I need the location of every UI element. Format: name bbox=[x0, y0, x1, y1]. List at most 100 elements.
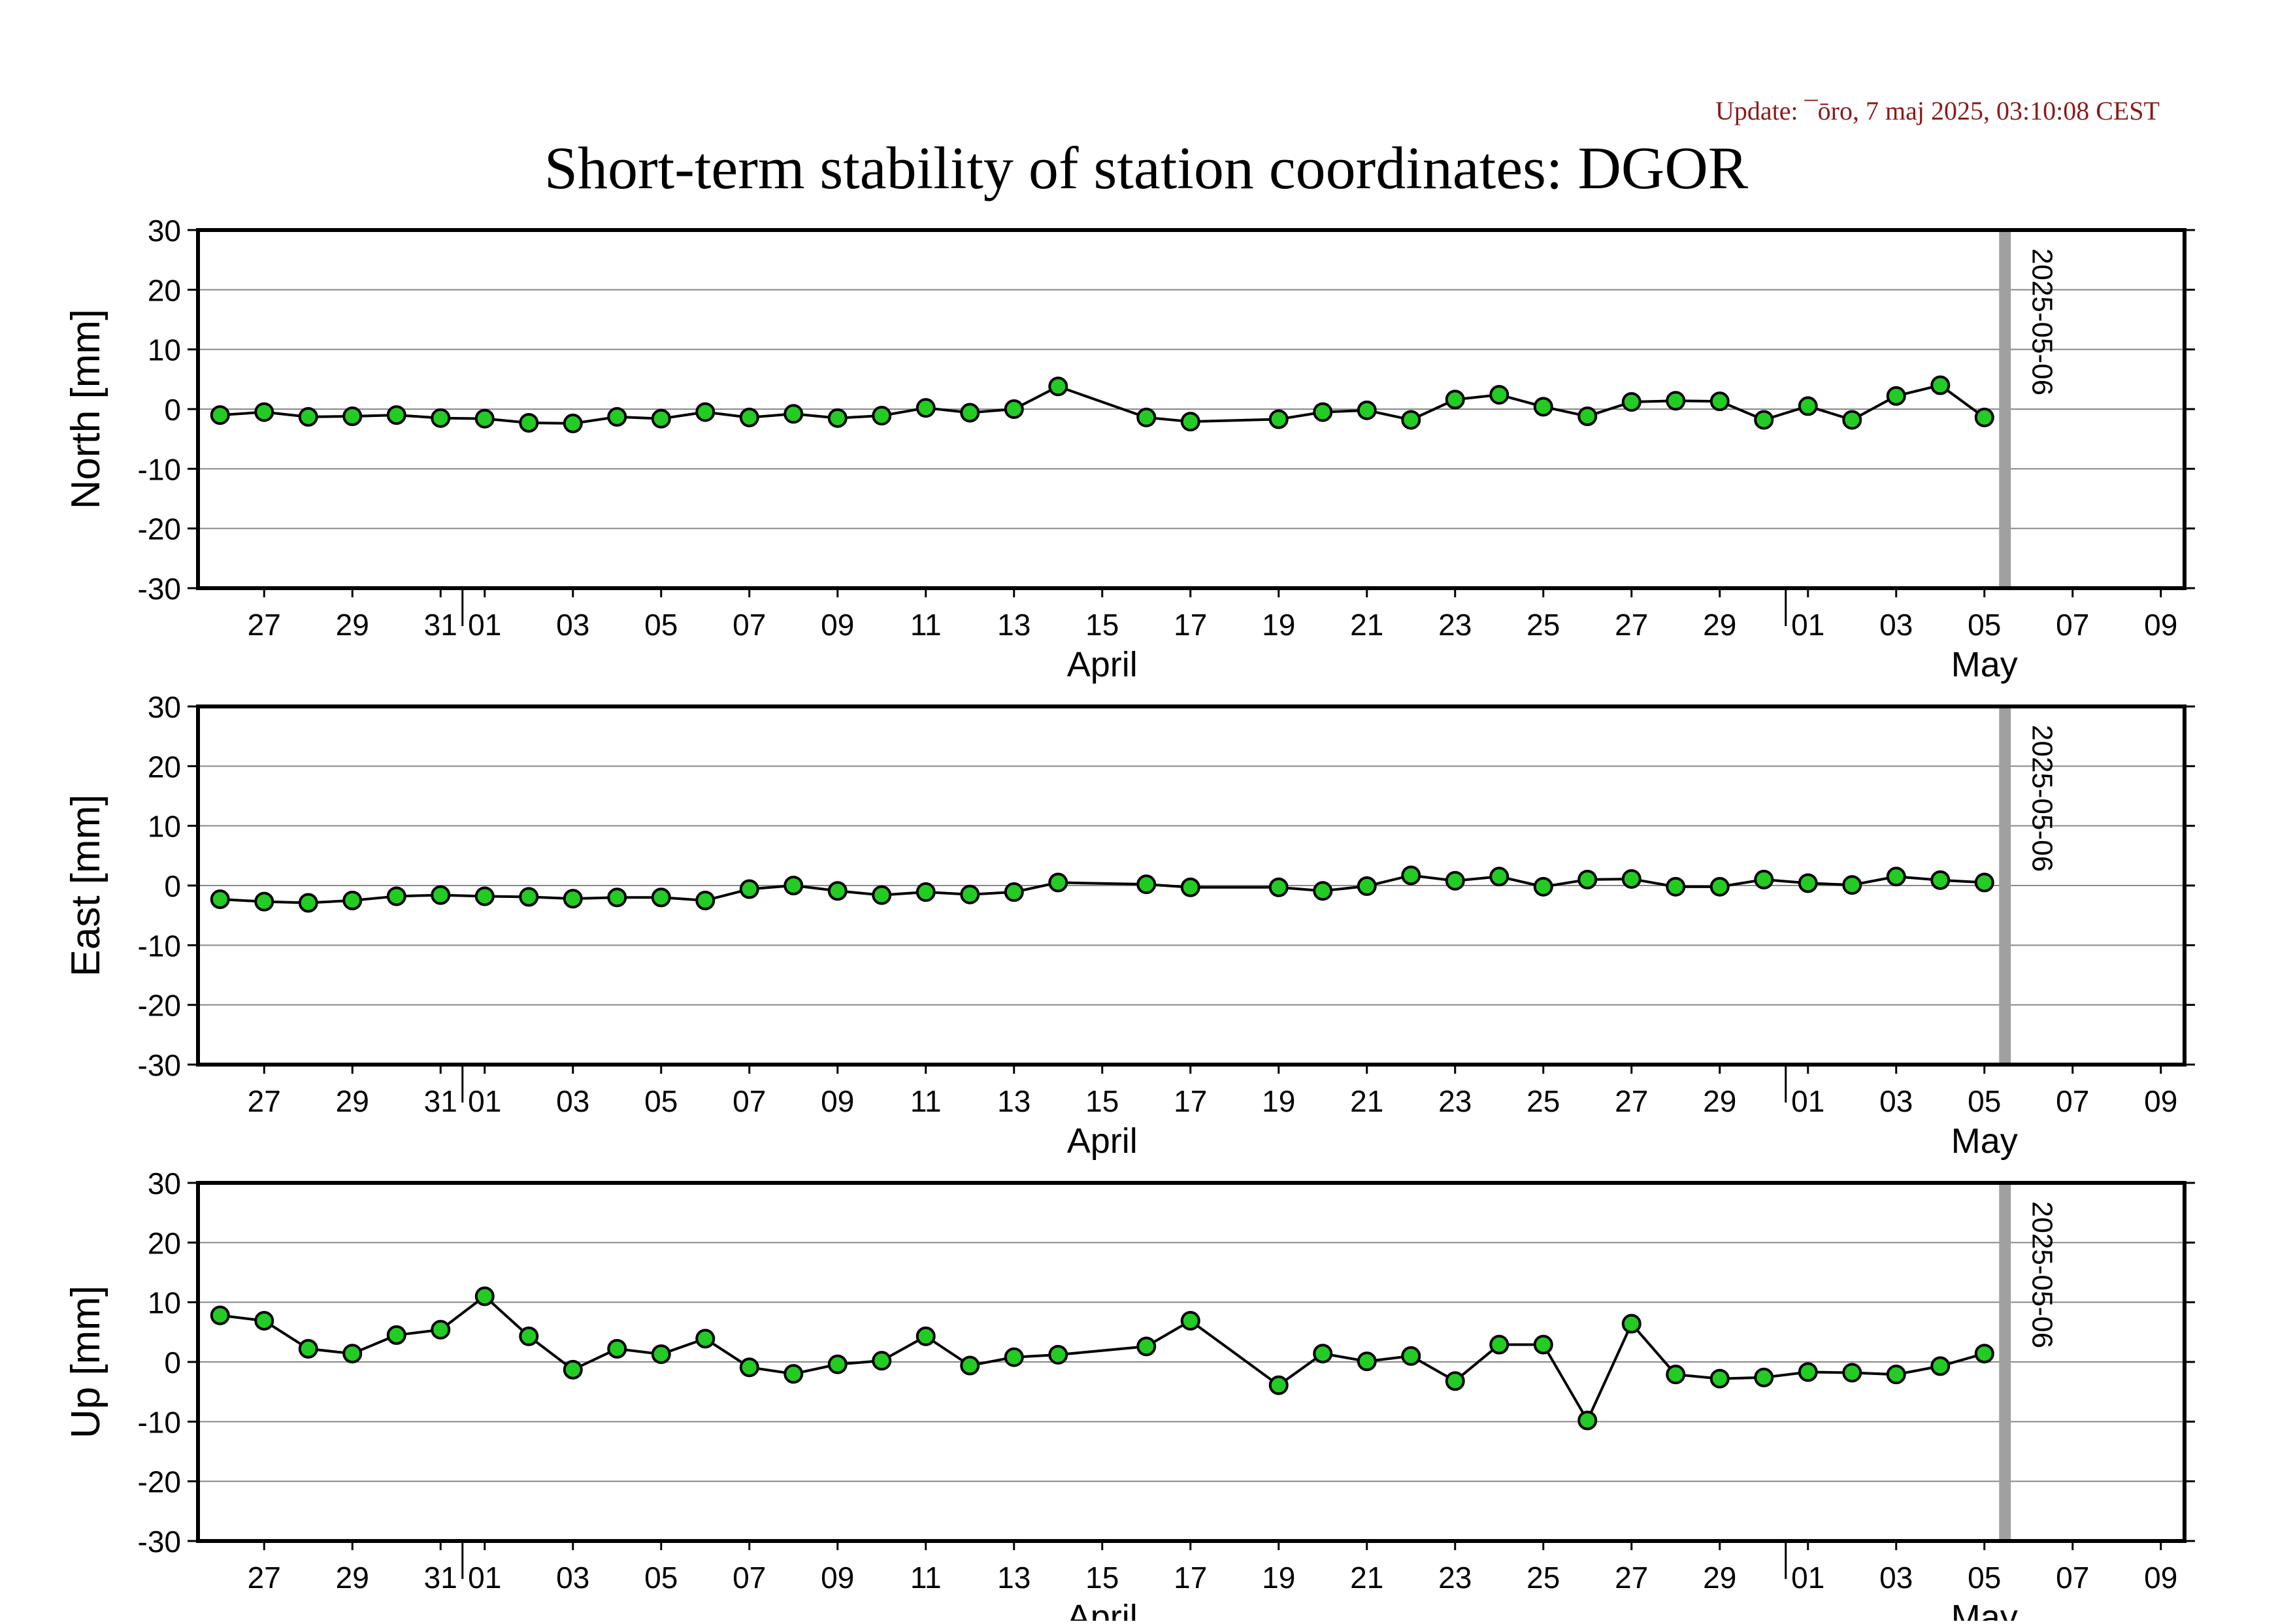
y-tick-label: 20 bbox=[148, 273, 181, 307]
data-point bbox=[1886, 1365, 1906, 1385]
date-marker-label: 2025-05-06 bbox=[2026, 725, 2058, 872]
x-day-label: 09 bbox=[2144, 1084, 2177, 1118]
series-line bbox=[220, 1294, 1985, 1423]
x-day-label: 27 bbox=[1615, 1084, 1648, 1118]
data-point bbox=[1754, 1367, 1774, 1387]
x-day-label: 03 bbox=[1879, 1084, 1913, 1118]
data-point bbox=[1268, 1375, 1289, 1395]
y-axis-label: North [mm] bbox=[63, 309, 108, 510]
data-point bbox=[1709, 876, 1730, 897]
x-day-label: 21 bbox=[1350, 608, 1383, 642]
x-day-label: 01 bbox=[468, 608, 501, 642]
x-day-label: 21 bbox=[1350, 1084, 1383, 1118]
data-point bbox=[1489, 385, 1509, 405]
data-point bbox=[1974, 872, 1994, 893]
y-tick-label: -20 bbox=[138, 512, 181, 546]
data-point bbox=[1709, 1368, 1730, 1389]
data-point bbox=[1754, 410, 1774, 430]
x-day-label: 29 bbox=[1703, 1084, 1736, 1118]
data-point bbox=[1930, 375, 1951, 395]
data-point bbox=[1401, 865, 1421, 886]
y-tick-label: 10 bbox=[148, 810, 181, 844]
y-tick-label: -30 bbox=[138, 1048, 181, 1082]
data-point bbox=[607, 406, 627, 427]
y-tick-label: 30 bbox=[148, 690, 181, 724]
y-tick-label: -10 bbox=[138, 929, 181, 963]
y-tick-label: 20 bbox=[148, 1226, 181, 1260]
x-day-label: 01 bbox=[1791, 608, 1824, 642]
data-point bbox=[1445, 1371, 1465, 1391]
data-point bbox=[1886, 386, 1906, 406]
x-day-label: 07 bbox=[733, 1561, 766, 1595]
data-point bbox=[1136, 874, 1157, 895]
data-point bbox=[474, 408, 495, 429]
x-day-label: 05 bbox=[1968, 608, 2001, 642]
y-tick-label: 20 bbox=[148, 750, 181, 784]
data-point bbox=[739, 1357, 759, 1378]
data-point bbox=[827, 881, 848, 901]
x-day-label: 03 bbox=[556, 1561, 589, 1595]
plot-frame bbox=[196, 704, 2186, 1067]
data-point bbox=[254, 402, 274, 422]
data-point bbox=[784, 404, 804, 424]
y-tick-label: -20 bbox=[138, 989, 181, 1023]
data-point bbox=[519, 1326, 539, 1346]
data-point bbox=[1621, 1314, 1641, 1334]
data-point bbox=[1621, 392, 1641, 412]
x-day-label: 11 bbox=[910, 1561, 942, 1595]
x-month-label: May bbox=[1951, 1598, 2018, 1621]
data-point bbox=[1180, 1310, 1200, 1331]
data-point bbox=[1048, 1345, 1068, 1365]
x-day-label: 09 bbox=[2144, 1561, 2177, 1595]
x-day-label: 13 bbox=[997, 1084, 1031, 1118]
y-axis-label: East [mm] bbox=[63, 794, 108, 976]
data-point bbox=[784, 876, 804, 895]
x-day-label: 05 bbox=[644, 1084, 678, 1118]
data-point bbox=[1004, 1347, 1024, 1367]
x-day-label: 03 bbox=[556, 608, 589, 642]
data-point bbox=[386, 886, 406, 906]
data-point bbox=[298, 893, 318, 913]
x-day-label: 27 bbox=[248, 1561, 281, 1595]
data-point bbox=[1445, 870, 1465, 891]
data-point bbox=[519, 887, 539, 907]
x-day-label: 17 bbox=[1174, 1561, 1207, 1595]
y-tick-label: -10 bbox=[138, 1405, 181, 1439]
data-point bbox=[1974, 1344, 1994, 1364]
data-point bbox=[784, 1364, 804, 1384]
data-point bbox=[739, 407, 759, 427]
y-tick-label: -20 bbox=[138, 1465, 181, 1499]
x-day-label: 17 bbox=[1174, 608, 1207, 642]
x-month-label: May bbox=[1951, 1121, 2018, 1161]
data-point bbox=[1577, 406, 1598, 426]
x-day-label: 01 bbox=[468, 1084, 501, 1118]
x-day-label: 25 bbox=[1526, 608, 1560, 642]
data-point bbox=[827, 1354, 848, 1374]
x-month-label: May bbox=[1951, 645, 2018, 684]
x-day-label: 07 bbox=[733, 1084, 766, 1118]
y-tick-label: 10 bbox=[148, 333, 181, 367]
data-point bbox=[298, 406, 318, 427]
x-day-label: 29 bbox=[1703, 608, 1736, 642]
data-point bbox=[960, 1355, 980, 1376]
data-point bbox=[431, 885, 451, 905]
x-day-label: 15 bbox=[1085, 1084, 1119, 1118]
x-day-label: 23 bbox=[1438, 608, 1472, 642]
y-tick-label: -30 bbox=[138, 1525, 181, 1559]
data-point bbox=[1136, 407, 1157, 427]
data-point bbox=[739, 879, 759, 899]
data-point bbox=[1842, 875, 1862, 895]
data-point bbox=[916, 1326, 936, 1346]
x-day-label: 05 bbox=[644, 1561, 678, 1595]
x-day-label: 07 bbox=[2056, 608, 2089, 642]
data-point bbox=[916, 398, 936, 418]
x-day-label: 09 bbox=[821, 1084, 854, 1118]
x-day-label: 05 bbox=[1968, 1561, 2001, 1595]
x-day-label: 07 bbox=[2056, 1561, 2089, 1595]
x-day-label: 01 bbox=[1791, 1084, 1824, 1118]
x-day-label: 05 bbox=[1968, 1084, 2001, 1118]
panel-north: 30 20 10 0 -10 -20 -30 North [mm] 2025-05-06 27 29… bbox=[63, 214, 2195, 684]
data-point bbox=[1533, 397, 1553, 417]
x-day-label: 17 bbox=[1174, 1084, 1207, 1118]
